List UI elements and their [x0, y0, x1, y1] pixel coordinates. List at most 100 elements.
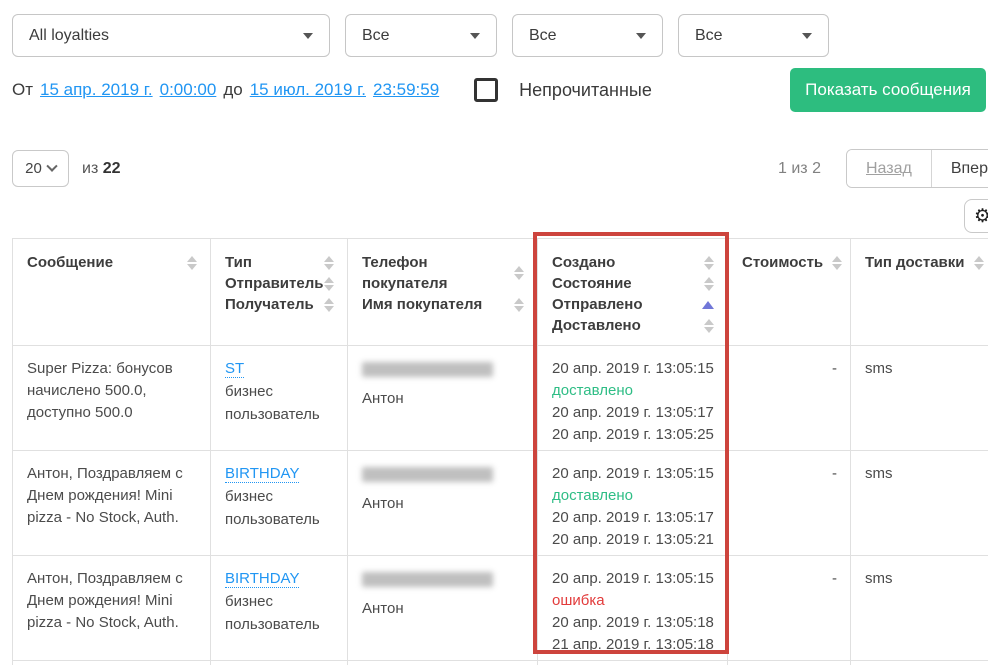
col-message: Сообщение — [12, 238, 211, 346]
created-at: 20 апр. 2019 г. 13:05:15 — [552, 570, 714, 587]
from-date-link[interactable]: 15 апр. 2019 г. — [40, 80, 153, 99]
customer-name: Антон — [362, 600, 404, 617]
sort-icon — [704, 276, 714, 291]
filter-select-3-value: Все — [529, 26, 557, 44]
created-at: 20 апр. 2019 г. 13:05:15 — [552, 465, 714, 482]
loyalty-select-value: All loyalties — [29, 26, 110, 44]
type-cell: BIRTHDAY бизнес пользователь — [210, 450, 348, 556]
from-time-link[interactable]: 0:00:00 — [159, 80, 217, 99]
to-time-link[interactable]: 23:59:59 — [372, 80, 440, 99]
total-value: 22 — [102, 160, 121, 177]
table-row — [12, 660, 988, 665]
sort-delivery[interactable]: Тип доставки — [865, 252, 985, 273]
sort-delivered[interactable]: Доставлено — [552, 315, 714, 336]
recipient-type: бизнес пользователь — [225, 383, 320, 423]
sort-icon — [324, 297, 334, 312]
sort-recipient[interactable]: Получатель — [225, 294, 334, 315]
sort-name[interactable]: Имя покупателя — [362, 294, 524, 315]
sort-created[interactable]: Создано — [552, 252, 714, 273]
customer-name: Антон — [362, 495, 404, 512]
status-cell: 20 апр. 2019 г. 13:05:15 доставлено 20 а… — [537, 450, 728, 556]
customer-name: Антон — [362, 390, 404, 407]
redacted-phone — [362, 467, 493, 482]
message-type-link[interactable]: ST — [225, 360, 245, 378]
forward-button[interactable]: Вперед — [931, 150, 988, 187]
unread-checkbox[interactable] — [474, 78, 499, 102]
sort-icon — [832, 255, 843, 270]
page-size-select[interactable]: 20 — [12, 150, 69, 187]
table-row: Антон, Поздравляем с Днем рождения! Mini… — [12, 450, 988, 556]
message-type-link[interactable]: BIRTHDAY — [225, 465, 300, 483]
gear-icon: ⚙ — [974, 205, 988, 227]
sort-icon — [187, 255, 197, 270]
col-recipient-label: Получатель — [225, 296, 314, 313]
table-settings-button[interactable]: ⚙ — [964, 199, 988, 233]
created-at: 20 апр. 2019 г. 13:05:15 — [552, 360, 714, 377]
filter-select-3[interactable]: Все — [512, 14, 663, 57]
customer-cell: Антон — [347, 345, 538, 451]
caret-down-icon — [636, 32, 646, 39]
status-cell: 20 апр. 2019 г. 13:05:15 доставлено 20 а… — [537, 345, 728, 451]
cost-cell: - — [727, 450, 851, 556]
col-created-label: Создано — [552, 254, 616, 271]
page-size-value: 20 — [25, 160, 42, 177]
message-cell: Антон, Поздравляем с Днем рождения! Mini… — [12, 450, 211, 556]
caret-down-icon — [470, 32, 480, 39]
col-delivery-label: Тип доставки — [865, 254, 965, 271]
col-type-label: Тип — [225, 254, 252, 271]
table-row: Super Pizza: бонусов начислено 500.0, до… — [12, 345, 988, 451]
delivery-type-cell: sms — [850, 555, 988, 661]
status-badge: доставлено — [552, 382, 633, 399]
sort-type[interactable]: Тип — [225, 252, 334, 273]
sort-icon — [514, 297, 524, 312]
sort-icon — [704, 255, 714, 270]
redacted-phone — [362, 572, 493, 587]
messages-table: Сообщение Тип Отправитель Получатель — [12, 238, 988, 665]
total-prefix: из — [82, 160, 99, 177]
caret-down-icon — [802, 32, 812, 39]
sort-message[interactable]: Сообщение — [27, 252, 197, 273]
type-cell: BIRTHDAY бизнес пользователь — [210, 555, 348, 661]
filter-select-2[interactable]: Все — [345, 14, 497, 57]
delivery-type-cell: sms — [850, 345, 988, 451]
col-delivered-label: Доставлено — [552, 317, 641, 334]
type-cell: ST бизнес пользователь — [210, 345, 348, 451]
chevron-down-icon — [46, 160, 58, 172]
filter-select-4[interactable]: Все — [678, 14, 829, 57]
filter-select-4-value: Все — [695, 26, 723, 44]
sort-sender[interactable]: Отправитель — [225, 273, 334, 294]
col-delivery: Тип доставки — [850, 238, 988, 346]
show-messages-button[interactable]: Показать сообщения — [790, 68, 986, 112]
sent-at: 20 апр. 2019 г. 13:05:17 — [552, 404, 714, 421]
sort-cost[interactable]: Стоимость — [742, 252, 843, 273]
message-cell: Антон, Поздравляем с Днем рождения! Mini… — [12, 555, 211, 661]
sort-icon — [514, 266, 524, 280]
col-cost-label: Стоимость — [742, 254, 824, 271]
sort-sent[interactable]: Отправлено — [552, 294, 714, 315]
col-status: Создано Состояние Отправлено Доставлено — [537, 238, 728, 346]
back-button[interactable]: Назад — [847, 150, 932, 187]
table-header-row: Сообщение Тип Отправитель Получатель — [12, 238, 988, 346]
to-date-link[interactable]: 15 июл. 2019 г. — [249, 80, 366, 99]
sort-phone[interactable]: Телефон покупателя — [362, 252, 524, 294]
sort-icon — [324, 255, 334, 270]
filters-row: All loyalties Все Все Все — [12, 14, 829, 57]
message-type-link[interactable]: BIRTHDAY — [225, 570, 300, 588]
loyalty-select[interactable]: All loyalties — [12, 14, 330, 57]
recipient-type: бизнес пользователь — [225, 593, 320, 633]
col-sender-label: Отправитель — [225, 275, 324, 292]
table-row: Антон, Поздравляем с Днем рождения! Mini… — [12, 555, 988, 661]
to-label: до — [223, 80, 243, 99]
delivery-type-cell: sms — [850, 450, 988, 556]
col-sent-label: Отправлено — [552, 296, 643, 313]
sort-state[interactable]: Состояние — [552, 273, 714, 294]
filter-select-2-value: Все — [362, 26, 390, 44]
sort-icon — [324, 276, 334, 291]
sent-at: 20 апр. 2019 г. 13:05:17 — [552, 509, 714, 526]
from-label: От — [12, 80, 34, 99]
col-message-label: Сообщение — [27, 254, 114, 271]
status-badge: доставлено — [552, 487, 633, 504]
col-name-label: Имя покупателя — [362, 296, 483, 313]
col-cost: Стоимость — [727, 238, 851, 346]
